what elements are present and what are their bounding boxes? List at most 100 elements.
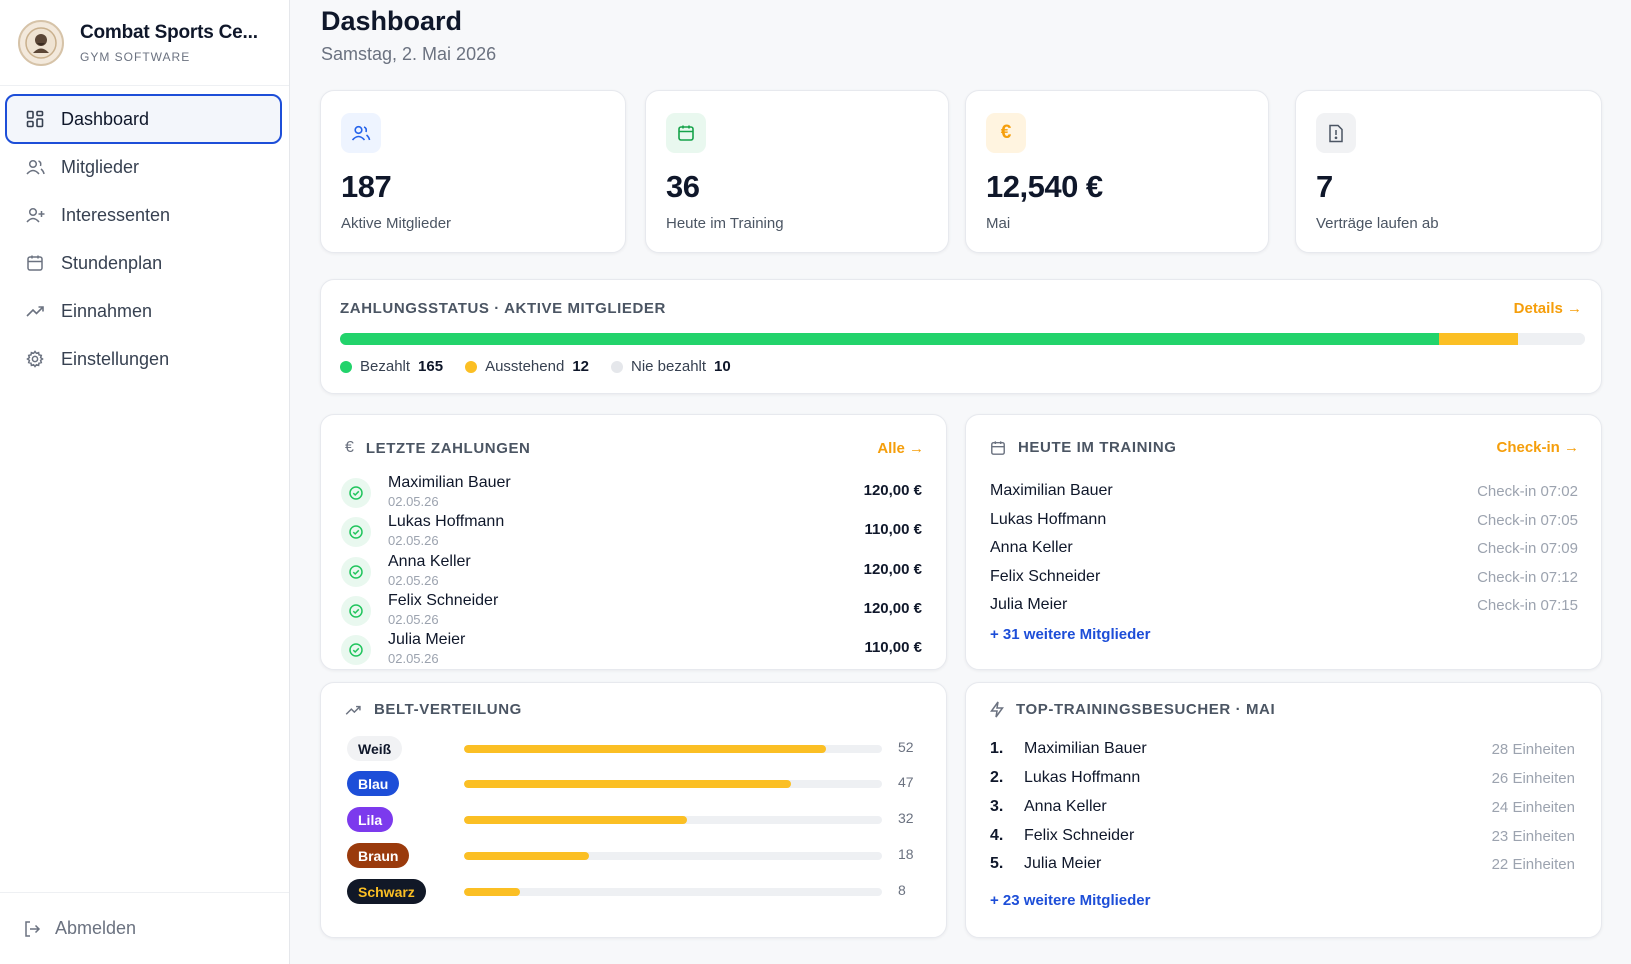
checkin-time: Check-in 07:09 bbox=[1477, 539, 1578, 557]
sidebar-item-label: Stundenplan bbox=[61, 252, 163, 273]
belt-count: 18 bbox=[898, 846, 914, 862]
training-units: 24 Einheiten bbox=[1491, 798, 1575, 816]
payment-amount: 120,00 € bbox=[863, 482, 922, 499]
list-item[interactable]: 2. Lukas Hoffmann 26 Einheiten bbox=[990, 767, 1575, 789]
sidebar-item-label: Mitglieder bbox=[61, 156, 140, 177]
all-payments-link[interactable]: Alle → bbox=[877, 439, 924, 457]
belt-badge: Schwarz bbox=[347, 879, 426, 904]
legend-count: 165 bbox=[418, 358, 444, 375]
stat-label: Mai bbox=[986, 215, 1011, 232]
details-link[interactable]: Details → bbox=[1513, 300, 1582, 317]
member-name: Maximilian Bauer bbox=[1024, 740, 1147, 757]
legend-count: 12 bbox=[572, 358, 589, 375]
list-item[interactable]: 4. Felix Schneider 23 Einheiten bbox=[990, 825, 1575, 847]
training-units: 26 Einheiten bbox=[1491, 769, 1575, 787]
list-item[interactable]: Lukas Hoffmann 02.05.26 110,00 € bbox=[341, 513, 922, 551]
check-circle-icon bbox=[341, 635, 371, 665]
sidebar-item-stundenplan[interactable]: Stundenplan bbox=[5, 238, 282, 288]
belt-badge: Lila bbox=[347, 807, 394, 832]
stat-card-revenue[interactable]: € 12,540 € Mai bbox=[965, 90, 1269, 253]
belt-bar bbox=[464, 780, 792, 788]
belt-bar-track bbox=[464, 745, 882, 753]
main-content: Dashboard Samstag, 2. Mai 2026 187 Aktiv… bbox=[290, 0, 1631, 964]
list-item[interactable]: Maximilian Bauer Check-in 07:02 bbox=[990, 480, 1578, 502]
payment-progress-bar bbox=[340, 333, 1585, 345]
more-members-link[interactable]: + 31 weitere Mitglieder bbox=[990, 626, 1151, 643]
today-training-card: HEUTE IM TRAINING Check-in → Maximilian … bbox=[965, 414, 1602, 670]
list-item[interactable]: Julia Meier 02.05.26 110,00 € bbox=[341, 631, 922, 669]
check-circle-icon bbox=[341, 557, 371, 587]
recent-payments-title: LETZTE ZAHLUNGEN bbox=[365, 439, 531, 457]
euro-icon: € bbox=[345, 439, 354, 456]
belt-distribution-card: BELT-VERTEILUNG Weiß 52 Blau 47 Lila 32 … bbox=[320, 682, 947, 938]
list-item[interactable]: 1. Maximilian Bauer 28 Einheiten bbox=[990, 738, 1575, 760]
brand: Combat Sports Ce... GYM SOFTWARE bbox=[0, 0, 289, 86]
top-visitors-card: TOP-TRAININGSBESUCHER · MAI 1. Maximilia… bbox=[965, 682, 1602, 938]
logout-icon bbox=[23, 920, 41, 938]
training-units: 28 Einheiten bbox=[1491, 740, 1575, 758]
payment-name: Julia Meier bbox=[388, 631, 466, 648]
member-name: Julia Meier bbox=[1024, 855, 1102, 872]
member-name: Lukas Hoffmann bbox=[1024, 769, 1141, 786]
brand-subtitle: GYM SOFTWARE bbox=[80, 49, 191, 64]
stat-card-members[interactable]: 187 Aktive Mitglieder bbox=[320, 90, 626, 253]
belt-badge: Blau bbox=[347, 771, 400, 796]
legend-dot bbox=[465, 360, 478, 373]
list-item[interactable]: Anna Keller Check-in 07:09 bbox=[990, 537, 1578, 559]
legend-never: Nie bezahlt 10 bbox=[611, 358, 731, 375]
stat-value: 36 bbox=[666, 169, 700, 204]
users-icon bbox=[25, 157, 45, 177]
belt-count: 8 bbox=[898, 882, 906, 898]
stat-label: Aktive Mitglieder bbox=[341, 215, 452, 232]
rank: 4. bbox=[990, 827, 1004, 844]
training-units: 22 Einheiten bbox=[1491, 855, 1575, 873]
belt-row: Lila 32 bbox=[347, 807, 914, 833]
sidebar-item-einnahmen[interactable]: Einnahmen bbox=[5, 286, 282, 336]
belt-row: Braun 18 bbox=[347, 843, 914, 869]
calendar-icon bbox=[666, 113, 706, 153]
payment-name: Anna Keller bbox=[388, 553, 471, 570]
logout-button[interactable]: Abmelden bbox=[0, 892, 289, 964]
rank: 5. bbox=[990, 855, 1004, 872]
trending-up-icon bbox=[345, 704, 362, 716]
list-item[interactable]: Maximilian Bauer 02.05.26 120,00 € bbox=[341, 474, 922, 512]
list-item[interactable]: Felix Schneider 02.05.26 120,00 € bbox=[341, 592, 922, 630]
calendar-icon bbox=[25, 253, 45, 273]
belt-bar bbox=[464, 888, 520, 896]
sidebar-item-einstellungen[interactable]: Einstellungen bbox=[5, 334, 282, 384]
calendar-icon bbox=[990, 440, 1006, 456]
rank: 3. bbox=[990, 798, 1004, 815]
trending-up-icon bbox=[25, 301, 45, 321]
page-date: Samstag, 2. Mai 2026 bbox=[321, 44, 497, 64]
belt-bar bbox=[464, 816, 687, 824]
sidebar-item-label: Einnahmen bbox=[61, 300, 153, 321]
sidebar-item-dashboard[interactable]: Dashboard bbox=[5, 94, 282, 144]
belt-row: Schwarz 8 bbox=[347, 879, 907, 905]
list-item[interactable]: Julia Meier Check-in 07:15 bbox=[990, 594, 1578, 616]
checkin-time: Check-in 07:15 bbox=[1477, 596, 1578, 614]
legend-label: Nie bezahlt bbox=[631, 358, 707, 375]
sidebar-nav: Dashboard Mitglieder Interessenten Stund… bbox=[0, 86, 289, 384]
list-item[interactable]: 5. Julia Meier 22 Einheiten bbox=[990, 853, 1575, 875]
user-plus-icon bbox=[25, 205, 45, 225]
stat-card-training[interactable]: 36 Heute im Training bbox=[645, 90, 949, 253]
sidebar-item-mitglieder[interactable]: Mitglieder bbox=[5, 142, 282, 192]
payment-name: Lukas Hoffmann bbox=[388, 513, 505, 530]
today-training-title: HEUTE IM TRAINING bbox=[1018, 439, 1177, 456]
belt-bar-track bbox=[464, 852, 882, 860]
more-visitors-link[interactable]: + 23 weitere Mitglieder bbox=[990, 892, 1151, 909]
member-name: Felix Schneider bbox=[1024, 827, 1135, 844]
payment-status-card: ZAHLUNGSSTATUS · AKTIVE MITGLIEDER Detai… bbox=[320, 279, 1602, 394]
stat-card-contracts[interactable]: 7 Verträge laufen ab bbox=[1295, 90, 1602, 253]
member-name: Felix Schneider bbox=[990, 568, 1101, 585]
list-item[interactable]: 3. Anna Keller 24 Einheiten bbox=[990, 796, 1575, 818]
stat-value: 12,540 € bbox=[986, 169, 1103, 204]
check-in-link[interactable]: Check-in → bbox=[1496, 439, 1579, 456]
list-item[interactable]: Lukas Hoffmann Check-in 07:05 bbox=[990, 509, 1578, 531]
sidebar-item-interessenten[interactable]: Interessenten bbox=[5, 190, 282, 240]
logout-label: Abmelden bbox=[55, 918, 137, 938]
sidebar-item-label: Dashboard bbox=[61, 108, 150, 129]
list-item[interactable]: Anna Keller 02.05.26 120,00 € bbox=[341, 553, 922, 591]
payment-legend: Bezahlt 165 Ausstehend 12 Nie bezahlt 10 bbox=[340, 358, 753, 375]
list-item[interactable]: Felix Schneider Check-in 07:12 bbox=[990, 566, 1578, 588]
